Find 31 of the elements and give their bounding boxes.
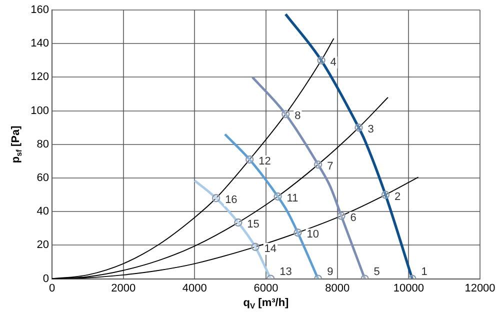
x-tick-label: 4000 bbox=[182, 282, 207, 294]
y-tick-label: 100 bbox=[30, 104, 49, 117]
annotation: 14 bbox=[264, 242, 277, 255]
y-tick-label: 0 bbox=[42, 272, 49, 285]
y-tick-label: 80 bbox=[36, 138, 49, 150]
x-tick-label: 12000 bbox=[464, 282, 496, 294]
y-tick-label: 160 bbox=[30, 4, 49, 16]
y-tick-label: 40 bbox=[36, 206, 49, 218]
y-tick-label: 60 bbox=[36, 172, 49, 184]
x-tick-label: 10000 bbox=[393, 282, 424, 294]
x-tick-label: 8000 bbox=[325, 282, 350, 294]
annotation: 4 bbox=[330, 56, 336, 68]
y-tick-label: 20 bbox=[36, 239, 49, 252]
annotation: 11 bbox=[286, 192, 298, 205]
annotation: 1 bbox=[421, 266, 428, 278]
annotation: 15 bbox=[247, 218, 260, 231]
x-tick-label: 2000 bbox=[111, 282, 136, 294]
annotation: 13 bbox=[280, 266, 292, 278]
annotation: 5 bbox=[374, 266, 380, 278]
annotation: 6 bbox=[350, 212, 356, 224]
annotation: 16 bbox=[225, 194, 238, 206]
annotation: 8 bbox=[294, 110, 301, 122]
y-tick-label: 120 bbox=[30, 71, 49, 84]
annotation: 10 bbox=[306, 228, 319, 241]
annotation: 7 bbox=[327, 160, 334, 173]
annotation: 12 bbox=[258, 156, 271, 168]
annotation: 2 bbox=[394, 190, 401, 203]
annotation: 9 bbox=[327, 266, 334, 278]
annotation: 3 bbox=[368, 124, 374, 136]
x-tick-label: 6000 bbox=[254, 282, 278, 294]
y-tick-label: 140 bbox=[30, 38, 49, 50]
